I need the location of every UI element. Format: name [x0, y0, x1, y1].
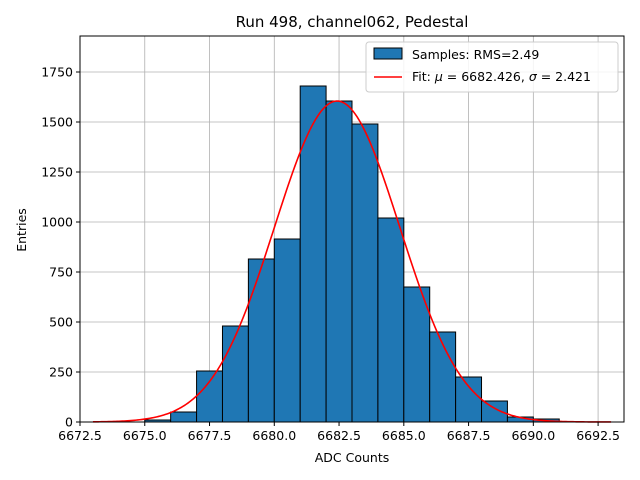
x-tick-label: 6675.0	[123, 428, 167, 443]
legend-box	[365, 41, 619, 93]
x-tick-label: 6687.5	[447, 428, 491, 443]
histogram-bar	[273, 238, 301, 423]
y-tick-label: 1750	[41, 65, 73, 80]
histogram-bar	[455, 376, 483, 423]
y-tick-label: 1000	[41, 215, 73, 230]
x-axis-label: ADC Counts	[315, 450, 390, 465]
histogram-bar	[170, 411, 198, 423]
histogram-bar	[481, 400, 508, 423]
y-tick-label: 250	[49, 365, 73, 380]
histogram-bar	[325, 100, 353, 423]
x-tick-label: 6690.0	[511, 428, 555, 443]
x-tick-label: 6680.0	[252, 428, 296, 443]
histogram-bar	[377, 217, 405, 423]
histogram-bar	[247, 258, 275, 423]
histogram-bar	[429, 331, 457, 423]
legend-swatch-samples	[373, 47, 403, 60]
y-axis-ticks: 0 250 500 750 1000 1250 1500 1750	[41, 65, 80, 430]
y-axis-label: Entries	[14, 208, 29, 252]
plot-frame	[79, 35, 625, 423]
histogram-bar	[196, 370, 223, 423]
x-tick-label: 6685.0	[382, 428, 426, 443]
x-axis-ticks: 6672.5 6675.0 6677.5 6680.0 6682.5 6685.0 6687…	[58, 422, 620, 443]
fit-curve	[92, 100, 612, 423]
legend-fit-mu-value: = 6682.426,	[443, 69, 529, 84]
histogram-bar	[299, 85, 327, 423]
y-tick-label: 1500	[41, 115, 73, 130]
x-tick-label: 6682.5	[317, 428, 361, 443]
legend-fit-sigma-value: = 2.421	[537, 69, 591, 84]
x-tick-label: 6692.5	[576, 428, 620, 443]
legend: Samples: RMS=2.49 Fit: μ = 6682.426, σ =…	[365, 41, 619, 93]
legend-fit-sigma-symbol: σ	[529, 69, 538, 84]
y-tick-label: 500	[49, 315, 73, 330]
histogram-bar	[351, 123, 379, 423]
fit-curve-layer	[92, 100, 612, 423]
chart-title: Run 498, channel062, Pedestal	[236, 13, 469, 31]
x-tick-label: 6677.5	[188, 428, 232, 443]
legend-label-fit: Fit: μ = 6682.426, σ = 2.421	[412, 69, 591, 84]
y-tick-label: 750	[49, 265, 73, 280]
y-tick-label: 1250	[41, 165, 73, 180]
histogram-bar	[221, 325, 249, 423]
legend-fit-prefix: Fit:	[412, 69, 435, 84]
legend-fit-mu-symbol: μ	[434, 69, 443, 84]
histogram-bar	[403, 286, 431, 423]
legend-label-samples: Samples: RMS=2.49	[412, 47, 539, 62]
x-tick-label: 6672.5	[58, 428, 102, 443]
y-tick-label: 0	[65, 415, 73, 430]
